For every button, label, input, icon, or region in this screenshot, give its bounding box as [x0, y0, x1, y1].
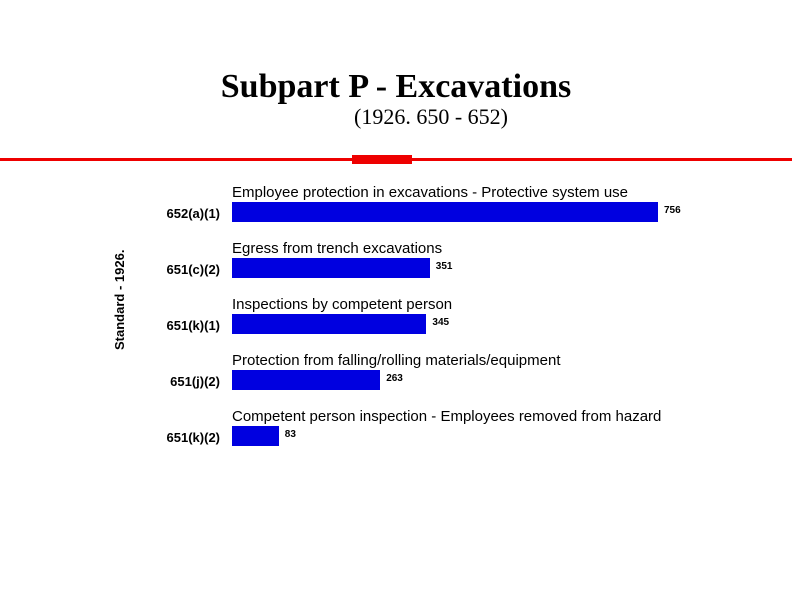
- page-subtitle: (1926. 650 - 652): [0, 104, 792, 130]
- chart-row: Competent person inspection - Employees …: [128, 424, 748, 480]
- bar: [232, 202, 658, 222]
- row-description: Protection from falling/rolling material…: [232, 352, 560, 369]
- row-category: 651(k)(1): [128, 318, 220, 333]
- bar-wrap: 345: [232, 314, 426, 334]
- bar-value: 83: [279, 429, 296, 440]
- bar-wrap: 263: [232, 370, 380, 390]
- row-description: Employee protection in excavations - Pro…: [232, 184, 628, 201]
- bar-chart: Employee protection in excavations - Pro…: [128, 200, 748, 480]
- bar-wrap: 83: [232, 426, 279, 446]
- page-title: Subpart P - Excavations: [0, 68, 792, 106]
- bar-value: 263: [380, 373, 403, 384]
- row-description: Competent person inspection - Employees …: [232, 408, 661, 425]
- row-category: 651(c)(2): [128, 262, 220, 277]
- bar-wrap: 351: [232, 258, 430, 278]
- bar: [232, 258, 430, 278]
- bar: [232, 314, 426, 334]
- row-category: 652(a)(1): [128, 206, 220, 221]
- title-block: Subpart P - Excavations (1926. 650 - 652…: [0, 68, 792, 130]
- bar-value: 345: [426, 317, 449, 328]
- row-description: Inspections by competent person: [232, 296, 452, 313]
- bar-value: 756: [658, 205, 681, 216]
- bar: [232, 426, 279, 446]
- bar-value: 351: [430, 261, 453, 272]
- divider-accent: [0, 158, 792, 161]
- bar-wrap: 756: [232, 202, 658, 222]
- bar: [232, 370, 380, 390]
- row-category: 651(k)(2): [128, 430, 220, 445]
- y-axis-label: Standard - 1926.: [112, 250, 127, 350]
- row-description: Egress from trench excavations: [232, 240, 442, 257]
- row-category: 651(j)(2): [128, 374, 220, 389]
